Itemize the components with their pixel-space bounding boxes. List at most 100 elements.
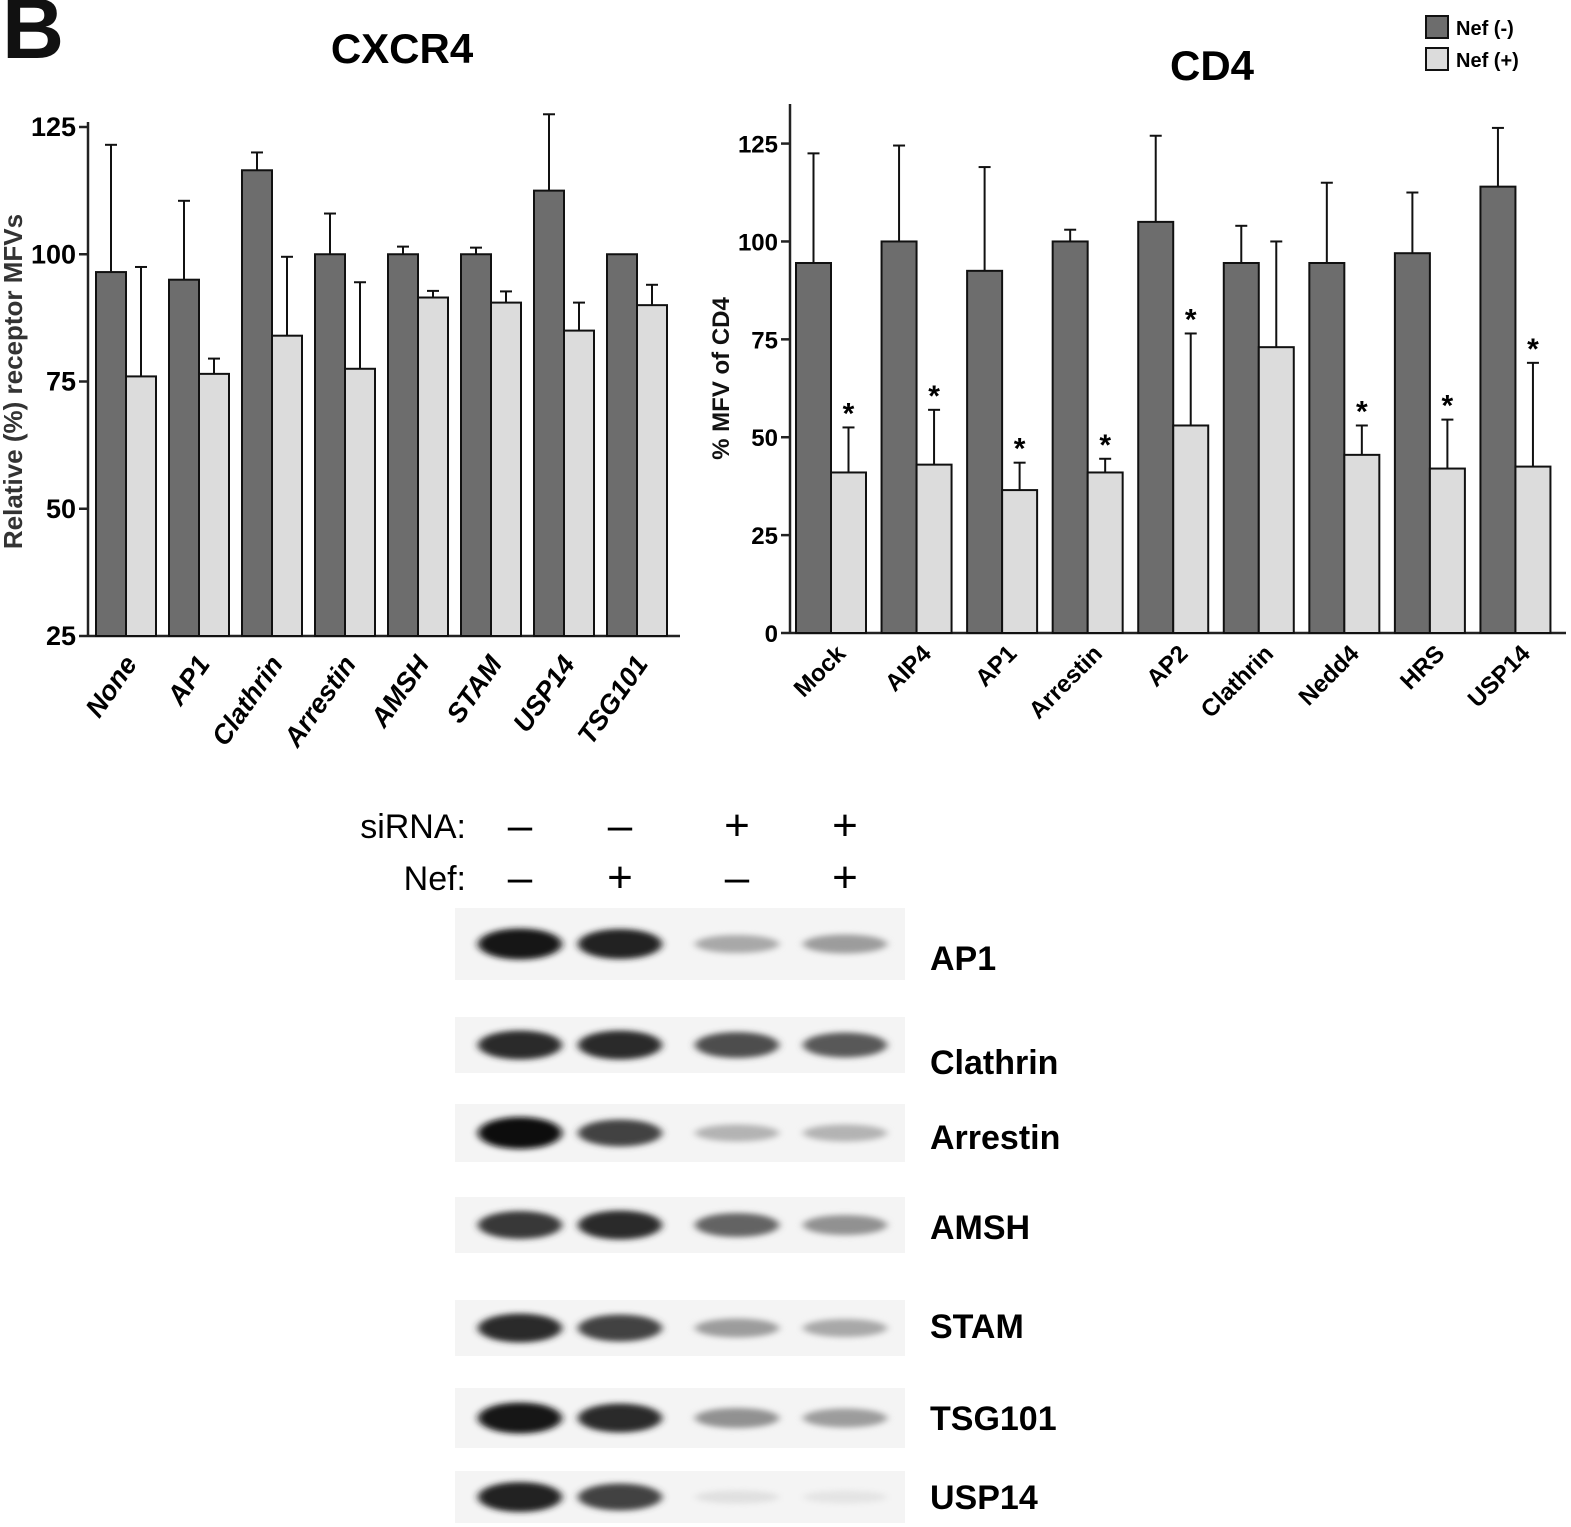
blot-lane-sign: – xyxy=(508,853,533,902)
significance-marker: * xyxy=(1014,433,1026,466)
blot-band xyxy=(478,1402,562,1434)
blot-row-label: AMSH xyxy=(930,1209,1030,1247)
y-tick-label: 50 xyxy=(46,494,76,524)
blot-band xyxy=(478,1211,562,1239)
blot-lane-sign: – xyxy=(508,801,533,850)
bar-nef-tsg101 xyxy=(636,304,668,637)
blot-row-label: Clathrin xyxy=(930,1044,1058,1082)
blot-band xyxy=(803,1490,887,1504)
bar-nef-nedd4 xyxy=(1308,261,1346,634)
blot-band xyxy=(478,1030,562,1060)
blot-band xyxy=(803,1215,887,1235)
category-label: HRS xyxy=(1395,640,1450,695)
bar-nef-ap2 xyxy=(1172,424,1210,634)
blot-lane-sign: – xyxy=(725,853,750,902)
blot-band xyxy=(695,935,779,953)
significance-marker: * xyxy=(1099,429,1111,462)
chart-title: CD4 xyxy=(1170,42,1255,89)
blot-lane-sign: – xyxy=(608,801,633,850)
blot-band xyxy=(578,1119,662,1147)
blot-row-label: USP14 xyxy=(930,1479,1038,1517)
y-axis-label: % MFV of CD4 xyxy=(708,297,735,460)
blot-band xyxy=(695,1408,779,1428)
y-tick-label: 0 xyxy=(765,621,778,648)
significance-marker: * xyxy=(1185,303,1197,336)
category-label: AP2 xyxy=(1141,640,1193,692)
blot-band xyxy=(803,1408,887,1428)
category-label: Mock xyxy=(789,640,852,703)
cd4-chart: CD4 % MFV of CD4 0 25 50 75 100 125 * Mock * AIP4 * A… xyxy=(708,42,1566,724)
y-tick-label: 100 xyxy=(31,239,76,269)
category-label: USP14 xyxy=(507,650,581,737)
bar-nef-ap1 xyxy=(966,269,1004,634)
category-label: STAM xyxy=(441,650,509,729)
bar-nef-amsh xyxy=(417,296,449,637)
blot-band xyxy=(478,928,562,960)
bar-nef-usp14 xyxy=(563,329,595,637)
blot-lane-sign: + xyxy=(724,801,750,850)
blot-band xyxy=(695,1124,779,1142)
chart-title: CXCR4 xyxy=(331,25,474,72)
legend: Nef (-) Nef (+) xyxy=(1425,15,1519,72)
blot-band xyxy=(803,1319,887,1337)
category-label: USP14 xyxy=(1463,640,1536,713)
category-label: Nedd4 xyxy=(1294,640,1365,711)
blot-band xyxy=(478,1313,562,1343)
bar-nef-nedd4 xyxy=(1343,453,1381,634)
category-label: None xyxy=(80,650,143,723)
blot-band xyxy=(695,1213,779,1237)
blot-band xyxy=(578,1030,662,1060)
cxcr4-chart: CXCR4 Relative (%) receptor MFVs 25 50 75 100… xyxy=(0,25,680,753)
bar-nef-mock xyxy=(830,471,867,634)
significance-marker: * xyxy=(1527,333,1539,366)
y-tick-label: 25 xyxy=(751,523,778,550)
legend-label: Nef (-) xyxy=(1456,18,1514,40)
blot-condition-label: siRNA: xyxy=(360,808,466,846)
bar-nef-clathrin xyxy=(1257,346,1295,634)
blot-band xyxy=(695,1490,779,1504)
y-tick-label: 50 xyxy=(751,425,778,452)
bar-nef-stam xyxy=(460,253,492,637)
y-tick-label: 75 xyxy=(751,327,778,354)
blot-band xyxy=(578,929,662,959)
blot-band xyxy=(578,1483,662,1511)
bar-nef-aip4 xyxy=(915,463,953,634)
bar-nef-none xyxy=(125,375,157,637)
y-tick-label: 125 xyxy=(31,112,76,142)
blot-band xyxy=(803,934,887,954)
bar-nef-aip4 xyxy=(880,240,918,634)
category-label: AP1 xyxy=(161,650,216,711)
blot-condition-label: Nef: xyxy=(404,860,466,898)
y-axis-label: Relative (%) receptor MFVs xyxy=(0,214,28,549)
y-tick-label: 75 xyxy=(46,367,76,397)
bar-nef-stam xyxy=(490,301,522,637)
blot-band xyxy=(478,1117,562,1149)
bar-nef-clathrin xyxy=(1222,261,1260,634)
bar-nef-ap2 xyxy=(1137,220,1175,634)
blot-lane-sign: + xyxy=(607,853,633,902)
category-label: Clathrin xyxy=(206,650,289,751)
category-label: Clathrin xyxy=(1196,640,1279,723)
bar-nef-arrestin xyxy=(344,367,376,637)
legend-label: Nef (+) xyxy=(1456,50,1519,72)
bar-nef-tsg101 xyxy=(606,253,638,637)
bar-nef-amsh xyxy=(387,253,419,637)
blot-row-label: Arrestin xyxy=(930,1119,1060,1157)
bar-nef-ap1 xyxy=(168,278,200,637)
category-label: AP1 xyxy=(970,640,1022,692)
blot-band xyxy=(578,1314,662,1342)
bar-nef-clathrin xyxy=(241,169,273,637)
legend-swatch xyxy=(1425,15,1449,39)
category-label: Arrestin xyxy=(1024,640,1108,724)
bar-nef-ap1 xyxy=(1001,489,1039,635)
blot-lane-sign: + xyxy=(832,801,858,850)
blot-band xyxy=(803,1032,887,1058)
bar-nef-hrs xyxy=(1428,467,1466,634)
legend-swatch xyxy=(1425,47,1449,71)
bar-nef-none xyxy=(95,271,127,637)
bar-nef-arrestin xyxy=(1086,471,1124,634)
significance-marker: * xyxy=(1442,390,1454,423)
significance-marker: * xyxy=(928,380,940,413)
